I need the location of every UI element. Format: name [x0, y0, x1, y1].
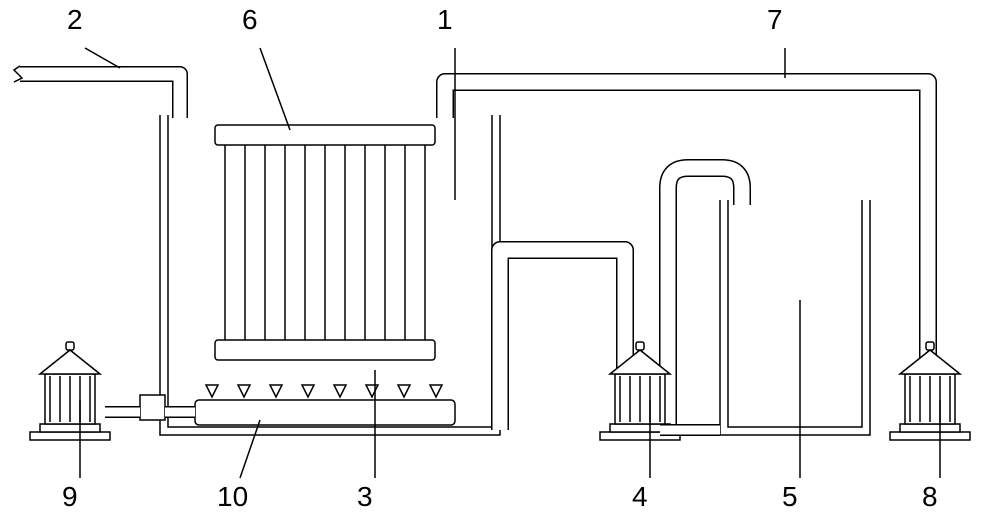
- schematic-diagram: [0, 0, 1000, 523]
- callout-label-5: 5: [782, 481, 798, 513]
- callout-label-10: 10: [217, 481, 248, 513]
- callout-label-8: 8: [922, 481, 938, 513]
- callout-label-3: 3: [357, 481, 373, 513]
- callout-label-9: 9: [62, 481, 78, 513]
- callout-label-1: 1: [437, 4, 453, 36]
- callout-label-7: 7: [767, 4, 783, 36]
- callout-label-2: 2: [67, 4, 83, 36]
- callout-label-4: 4: [632, 481, 648, 513]
- callout-label-6: 6: [242, 4, 258, 36]
